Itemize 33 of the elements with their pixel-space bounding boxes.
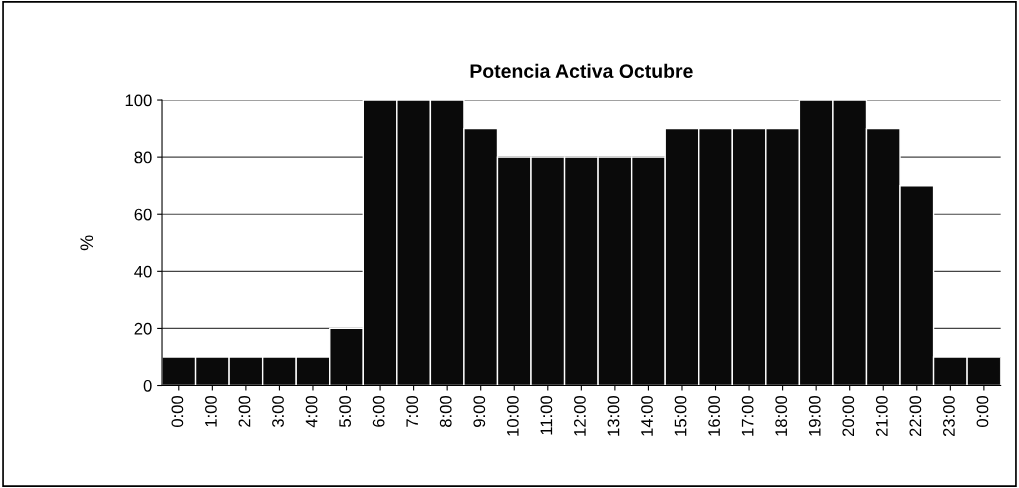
x-tick-label: 4:00 xyxy=(305,395,318,428)
y-tick-label: 100 xyxy=(125,94,152,107)
x-tick-label: 13:00 xyxy=(607,395,620,436)
x-tick-label: 15:00 xyxy=(674,395,687,436)
y-tick-label: 60 xyxy=(134,208,152,221)
x-tick-label: 6:00 xyxy=(372,395,385,427)
x-tick-label: 10:00 xyxy=(506,395,519,436)
x-tick-label: 17:00 xyxy=(741,395,754,436)
x-tick-label: 21:00 xyxy=(875,395,888,437)
x-tick-label: 16:00 xyxy=(708,395,720,436)
x-tick-label: 22:00 xyxy=(909,395,922,437)
x-tick-label: 0:00 xyxy=(976,395,989,428)
x-tick-label: 12:00 xyxy=(574,395,586,436)
y-tick-label: 40 xyxy=(134,265,152,278)
x-tick-label: 9:00 xyxy=(473,395,486,427)
x-tick-label: 20:00 xyxy=(842,395,855,437)
x-tick-label: 7:00 xyxy=(406,395,419,427)
y-tick-label: 0 xyxy=(143,379,152,392)
x-tick-label: 5:00 xyxy=(339,395,351,428)
x-tick-label: 18:00 xyxy=(775,395,788,436)
y-tick-label: 80 xyxy=(134,151,152,164)
chart-title: Potencia Activa Octubre xyxy=(470,63,693,79)
x-tick-label: 2:00 xyxy=(238,395,251,427)
y-tick-label: 20 xyxy=(134,322,152,335)
x-tick-label: 23:00 xyxy=(943,395,955,437)
x-tick-label: 11:00 xyxy=(540,395,553,435)
x-tick-label: 1:00 xyxy=(205,395,217,427)
x-tick-label: 14:00 xyxy=(641,395,653,436)
x-tick-label: 8:00 xyxy=(439,395,452,427)
x-tick-label: 19:00 xyxy=(808,395,821,436)
x-tick-label: 0:00 xyxy=(171,395,184,428)
y-axis-title: % xyxy=(80,235,94,251)
x-tick-label: 3:00 xyxy=(272,395,284,428)
